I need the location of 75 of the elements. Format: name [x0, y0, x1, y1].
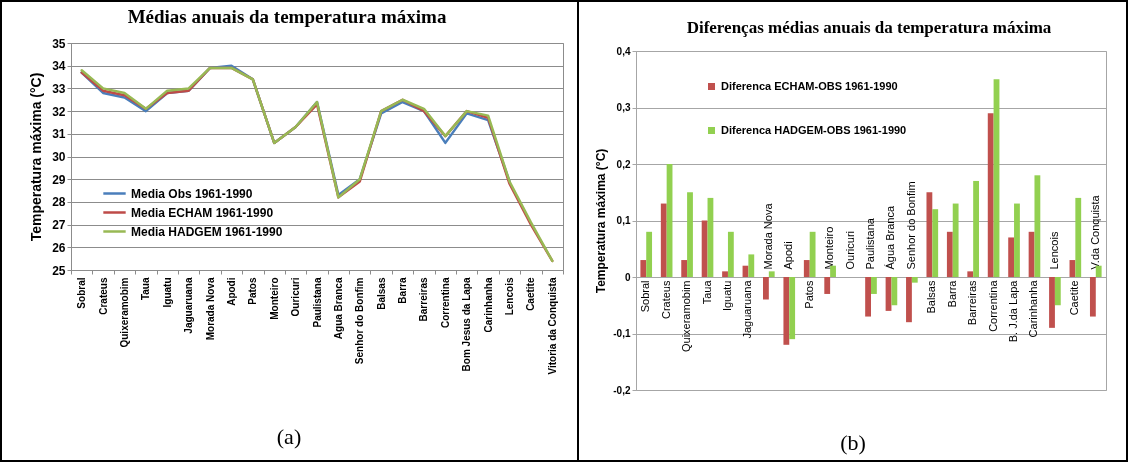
x-tick-label: Vitoria da Conquista [546, 277, 558, 375]
x-tick-label: Caetite [525, 277, 537, 311]
y-tick-label: 32 [52, 104, 66, 119]
y-tick-label: 30 [52, 150, 66, 164]
y-tick-label: 0,4 [616, 45, 631, 57]
x-tick-label: Barra [945, 279, 958, 308]
x-tick-label: Monteiro [823, 226, 836, 270]
x-tick-label: Senhor do Bonfim [354, 277, 366, 365]
legend-label: Media Obs 1961-1990 [131, 186, 253, 201]
x-tick-label: Ouricuri [843, 230, 856, 270]
y-tick-label: 0,3 [616, 102, 631, 113]
x-tick-label: Lencois [504, 277, 516, 316]
x-tick-label: Sobral [76, 277, 88, 309]
x-tick-label: Carinhanha [482, 277, 494, 333]
y-tick-label: 34 [52, 59, 66, 74]
y-tick-label: -0,2 [613, 384, 631, 396]
x-tick-label: Monteiro [268, 277, 280, 320]
text: (a) [276, 424, 302, 449]
x-tick-label: Barreiras [966, 280, 979, 326]
x-tick-label: Água Branca [884, 205, 897, 270]
y-axis-title: Temperatura máxima (°C) [594, 148, 609, 294]
x-tick-label: Balsas [925, 280, 938, 314]
x-tick-label: Agua Branca [332, 277, 344, 340]
y-tick-label: 29 [52, 172, 66, 187]
x-tick-label: Bom Jesus da Lapa [461, 277, 473, 372]
y-tick-label: -0,1 [613, 328, 631, 339]
x-tick-label: Lencois [1047, 231, 1060, 270]
legend-label: Media ECHAM 1961-1990 [131, 205, 274, 220]
x-tick-label: Sobral [639, 280, 652, 313]
x-tick-label: Carinhanha [1027, 279, 1040, 338]
y-tick-label: 25 [52, 263, 66, 278]
x-tick-label: Barreiras [418, 277, 430, 322]
y-tick-label: 26 [52, 240, 66, 255]
legend-label: Diferenca ECHAM-OBS 1961-1990 [721, 79, 898, 92]
x-tick-label: Correntina [439, 277, 451, 329]
x-tick-label: Morada Nova [761, 202, 774, 270]
x-tick-label: Patos [802, 280, 815, 309]
x-tick-label: Taua [140, 277, 152, 301]
x-tick-label: Morada Nova [204, 277, 216, 341]
x-tick-label: Ouricuri [290, 277, 302, 317]
x-tick-label: Iguatu [720, 280, 733, 312]
x-tick-label: Quixeramobim [118, 277, 130, 348]
x-tick-label: Apodi [225, 277, 237, 306]
x-tick-label: Jaguaruana [741, 279, 754, 339]
x-tick-label: Iguatu [161, 277, 173, 308]
x-tick-label: Paulistana [311, 277, 323, 328]
x-tick-label: Taua [700, 279, 713, 305]
legend-label: Diferenca HADGEM-OBS 1961-1990 [721, 123, 907, 136]
y-tick-label: 0,1 [616, 215, 631, 226]
x-tick-label: V.da Conquista [1088, 194, 1101, 270]
y-tick-label: 28 [52, 195, 66, 210]
y-tick-label: 31 [52, 127, 66, 142]
y-tick-label: 0,2 [616, 158, 631, 170]
x-tick-label: B. J.da Lapa [1007, 279, 1020, 343]
x-tick-label: Apodi [782, 241, 795, 270]
y-tick-label: 0 [624, 271, 631, 283]
x-tick-label: Crateus [97, 277, 109, 315]
legend-label: Media HADGEM 1961-1990 [131, 224, 283, 239]
x-tick-label: Senhor do Bonfim [904, 181, 917, 270]
x-tick-label: Barra [397, 277, 409, 304]
text: (b) [840, 430, 866, 455]
x-tick-label: Paulistana [864, 217, 876, 270]
x-tick-label: Jaguaruana [183, 277, 195, 334]
x-tick-label: Correntina [986, 279, 999, 332]
x-tick-label: Balsas [375, 277, 387, 310]
y-tick-label: 27 [52, 218, 66, 233]
x-tick-label: Patos [247, 277, 259, 305]
y-axis-title: Temperatura máxima (°C) [28, 72, 45, 242]
y-tick-label: 33 [52, 81, 66, 96]
y-tick-label: 35 [52, 36, 66, 51]
x-tick-label: Quixeramobim [680, 280, 693, 353]
x-tick-label: Crateus [659, 280, 672, 320]
chart-title: Médias anuais da temperatura máxima [127, 6, 447, 27]
x-tick-label: Caetite [1068, 280, 1081, 316]
chart-title: Diferenças médias anuais da temperatura máxima [686, 18, 1052, 37]
